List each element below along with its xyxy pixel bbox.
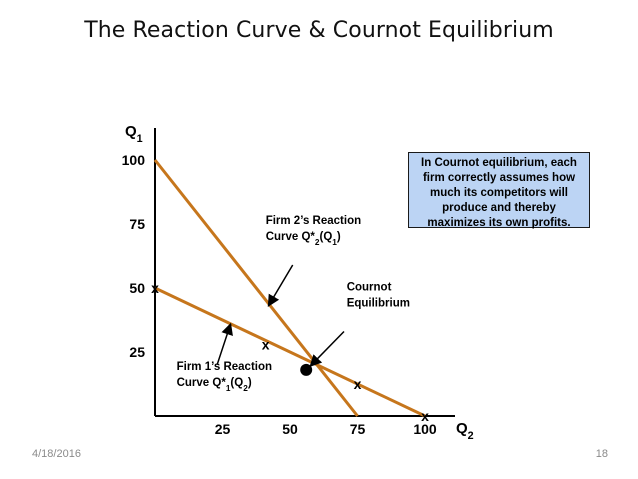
y-tick-label: 100 — [122, 152, 146, 168]
firm1-arrow — [216, 322, 233, 366]
equilibrium-point — [300, 363, 313, 376]
x-axis-label: Q2 — [456, 420, 474, 442]
firm1-annotation-line: Curve Q*1(Q2) — [177, 377, 252, 393]
cournot-arrow — [309, 330, 345, 367]
x-marker: x — [354, 376, 362, 392]
slide-title: The Reaction Curve & Cournot Equilibrium — [84, 18, 554, 43]
y-tick-label: 25 — [129, 344, 145, 360]
x-tick-label: 50 — [282, 421, 298, 437]
cournot-callout-box: In Cournot equilibrium, each firm correc… — [408, 152, 590, 229]
y-tick-label: 50 — [129, 280, 145, 296]
x-marker: x — [151, 280, 159, 296]
cournot-annotation-line: Cournot — [347, 282, 392, 294]
x-tick-label: 25 — [215, 421, 231, 437]
firm1-annotation-line: Firm 1’s Reaction — [177, 361, 272, 373]
cournot-annotation-line: Equilibrium — [347, 298, 410, 310]
firm2-reaction-curve — [153, 159, 359, 417]
x-tick-label: 75 — [350, 421, 366, 437]
x-tick-label: 100 — [413, 421, 437, 437]
firm1-reaction-curve — [154, 286, 426, 418]
firm2-arrow — [267, 264, 294, 307]
y-tick-label: 75 — [129, 216, 145, 232]
firm2-annotation-line: Curve Q*2(Q1) — [266, 231, 341, 247]
x-marker: x — [262, 336, 270, 352]
y-axis-label: Q1 — [125, 123, 143, 145]
x-marker: x — [421, 408, 429, 424]
firm2-annotation-line: Firm 2’s Reaction — [266, 215, 361, 227]
slide-date: 4/18/2016 — [32, 448, 81, 460]
slide-page-number: 18 — [595, 448, 608, 460]
